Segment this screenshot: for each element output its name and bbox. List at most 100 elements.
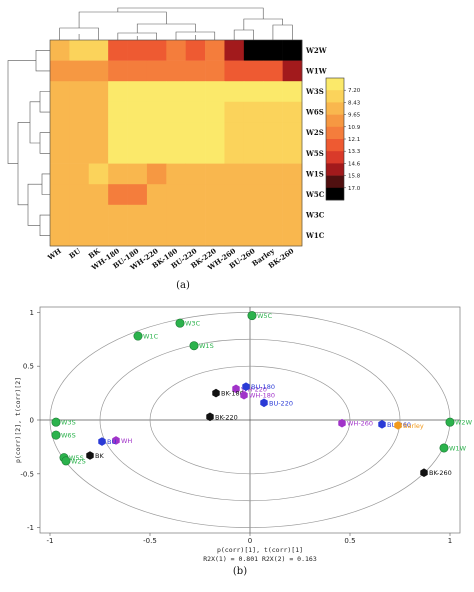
heatmap-cell: [69, 122, 90, 144]
color-scale-swatch: [326, 102, 344, 115]
heatmap-cell: [224, 225, 245, 247]
heatmap-cell: [50, 184, 70, 206]
heatmap-cell: [263, 122, 283, 144]
heatmap-cell: [282, 143, 303, 164]
heatmap-cell: [166, 184, 186, 206]
sample-point-label: BK-220: [215, 413, 238, 421]
row-dendrogram-branch: [39, 91, 50, 113]
color-scale-swatch: [326, 114, 344, 128]
heatmap-cell: [127, 143, 148, 164]
heatmap-cell: [69, 40, 90, 61]
sample-point-label: BK-180: [221, 390, 244, 398]
color-scale-tick-label: 10.9: [348, 125, 361, 131]
heatmap-cell: [166, 60, 186, 82]
heatmap-cell: [50, 81, 70, 103]
heatmap-cell: [205, 122, 225, 144]
variable-point: [51, 430, 61, 440]
heatmap-cell: [88, 204, 109, 226]
color-scale-swatch: [326, 78, 344, 91]
heatmap-cell: [205, 204, 225, 226]
heatmap-cell: [50, 40, 70, 61]
row-dendrogram-branch: [41, 173, 50, 195]
column-dendrogram-branch: [117, 7, 264, 19]
heatmap-cell: [108, 101, 128, 123]
heatmap-cell: [108, 40, 128, 61]
heatmap-cell: [205, 81, 225, 103]
sample-point: [260, 398, 268, 408]
row-label: W1C: [305, 231, 325, 240]
variable-point-label: W1W: [449, 444, 467, 452]
heatmap-cell: [69, 81, 90, 103]
variable-point-label: W6S: [61, 432, 76, 440]
heatmap-cell: [146, 101, 167, 123]
heatmap-cell: [88, 101, 109, 123]
heatmap-cell: [282, 81, 303, 103]
heatmap-cell: [205, 225, 225, 247]
heatmap-cell: [166, 40, 186, 61]
heatmap-cell: [127, 60, 148, 82]
row-label: W2W: [305, 46, 327, 55]
color-scale-swatch: [326, 126, 344, 140]
sample-point: [86, 451, 94, 460]
heatmap-cell: [243, 101, 264, 123]
heatmap-cell: [69, 184, 90, 206]
y-tick-label: 1: [30, 309, 34, 317]
heatmap-cell: [243, 225, 264, 247]
heatmap-cell: [243, 204, 264, 226]
heatmap-cell: [224, 101, 245, 123]
x-tick-label: 0.5: [344, 537, 355, 545]
heatmap-cell: [88, 122, 109, 144]
heatmap-cell: [243, 122, 264, 144]
row-label: W5S: [305, 149, 324, 158]
row-dendrogram-branch: [39, 132, 50, 154]
variable-point-label: W1S: [199, 342, 214, 350]
color-scale-swatch: [326, 175, 344, 189]
heatmap-cell: [69, 143, 90, 164]
heatmap-cell: [108, 60, 128, 82]
heatmap-cell: [185, 184, 206, 206]
row-label: W1W: [305, 66, 327, 75]
heatmap-cell: [108, 143, 128, 164]
column-label: WH: [45, 246, 63, 262]
heatmap-cell: [243, 184, 264, 206]
row-dendrogram-branch: [7, 60, 36, 164]
color-scale-tick-label: 15.8: [348, 174, 361, 180]
row-label: W6S: [305, 108, 324, 117]
heatmap-cell: [146, 81, 167, 103]
variable-point: [189, 341, 199, 351]
heatmap-cell: [282, 163, 303, 185]
y-tick-label: -1: [27, 524, 34, 532]
sample-point: [394, 421, 402, 430]
heatmap-cell: [146, 60, 167, 82]
heatmap-cell: [50, 60, 70, 82]
heatmap-cell: [243, 40, 264, 61]
sample-point-label: WH-220: [241, 385, 267, 393]
heatmap-cell: [263, 60, 283, 82]
column-label: BU: [67, 246, 82, 260]
color-scale-swatch: [326, 139, 344, 152]
confidence-ellipse: [149, 365, 351, 475]
variable-point: [133, 331, 143, 341]
heatmap-cell: [88, 81, 109, 103]
color-scale-legend: 7.20 8.43 9.65 10.9 12.1 13.3 14.6 15.8 17.0: [325, 77, 361, 201]
heatmap-cell: [282, 204, 303, 226]
sample-point-label: WH-180: [249, 392, 275, 400]
heatmap-cell: [146, 122, 167, 144]
heatmap-cell: [88, 184, 109, 206]
y-tick-label: 0: [30, 417, 34, 425]
variable-point-label: W2S: [71, 457, 86, 465]
heatmap-cell: [69, 60, 90, 82]
heatmap-cell: [166, 225, 186, 247]
heatmap-cell: [282, 60, 303, 82]
column-dendrogram-branch: [272, 24, 293, 40]
sample-point-label: BK-260: [429, 469, 452, 477]
heatmap-cell: [50, 101, 70, 123]
caption-a: (a): [176, 280, 190, 291]
heatmap-cell: [50, 204, 70, 226]
heatmap-cell: [69, 101, 90, 123]
heatmap-cell: [166, 101, 186, 123]
heatmap-cell: [205, 101, 225, 123]
heatmap-cell: [127, 122, 148, 144]
heatmap-cell: [185, 40, 206, 61]
color-scale-swatch: [326, 163, 344, 176]
